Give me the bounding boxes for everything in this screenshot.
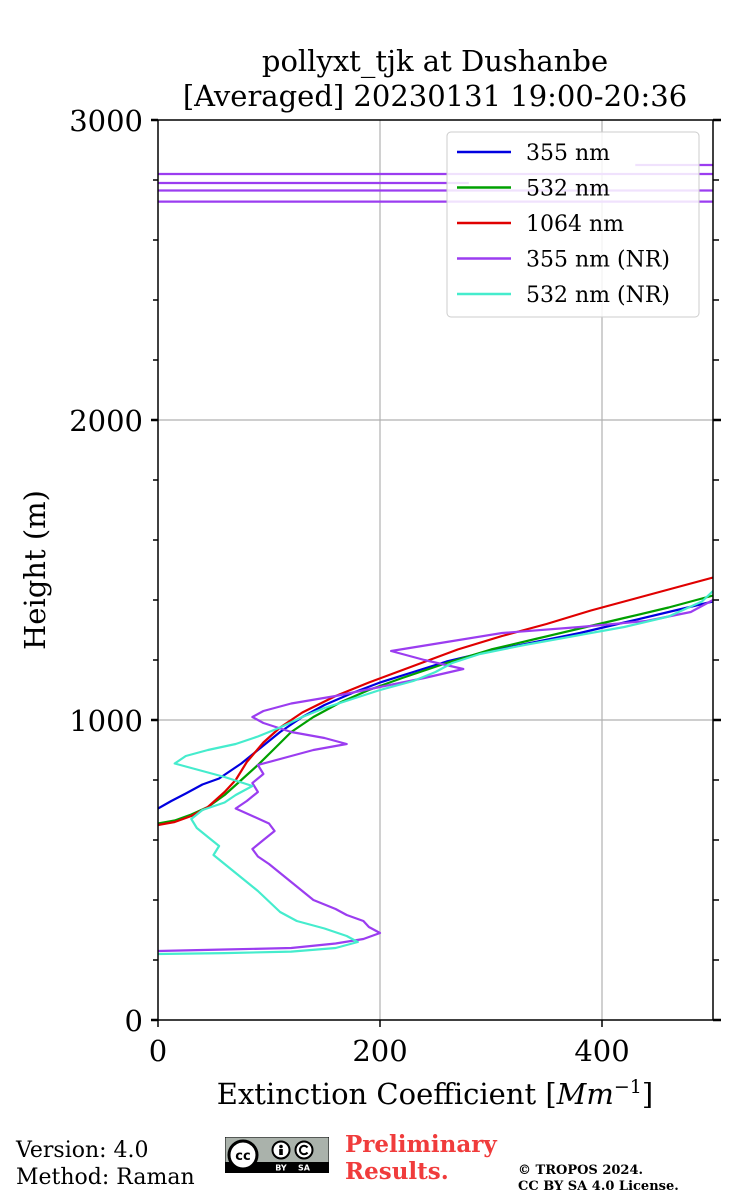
cc-icon-text: cc: [235, 1149, 250, 1164]
copyright-line2: CC BY SA 4.0 License.: [518, 1179, 679, 1194]
x-axis-label-suffix: ]: [642, 1077, 653, 1111]
ticks-layer: 0 200 400 0 1000 2000 3000: [69, 104, 721, 1068]
copyright-line1: © TROPOS 2024.: [518, 1163, 644, 1178]
chart-title-line1: pollyxt_tjk at Dushanbe: [262, 44, 608, 79]
legend-label: 355 nm (NR): [526, 248, 670, 273]
series-line-532-nm: [158, 594, 713, 825]
preliminary-label-line2: Results.: [345, 1158, 449, 1185]
series-line-355-nm-nr-: [158, 599, 713, 953]
y-axis-label: Height (m): [18, 490, 52, 650]
x-tick-label: 200: [352, 1034, 407, 1068]
series-line-355-nm: [158, 600, 713, 810]
x-tick-label: 400: [574, 1034, 629, 1068]
legend-label: 532 nm: [526, 177, 610, 202]
sa-share-arrow: [299, 1144, 309, 1156]
method-text: Method: Raman: [16, 1165, 195, 1190]
by-person-head: [279, 1144, 283, 1149]
legend-label: 532 nm (NR): [526, 283, 670, 308]
by-label: BY: [275, 1164, 287, 1173]
x-axis-label-prefix: Extinction Coefficient [: [217, 1077, 557, 1111]
sa-share-icon: [294, 1140, 314, 1160]
legend: 355 nm 532 nm 1064 nm 355 nm (NR) 532 nm (NR…: [446, 131, 700, 318]
cc-icon: [227, 1139, 259, 1171]
legend-box: [446, 131, 700, 318]
chart-title-line2: [Averaged] 20230131 19:00-20:36: [183, 79, 687, 113]
y-tick-label: 0: [125, 1004, 143, 1038]
extinction-chart: 0 200 400 0 1000 2000 3000 pollyxt_tjk at Dush…: [18, 44, 721, 1111]
x-axis-label-exp: −1: [614, 1076, 642, 1098]
legend-label: 1064 nm: [526, 212, 624, 237]
x-tick-label: 0: [149, 1034, 167, 1068]
series-line-532-nm-nr-: [158, 590, 713, 956]
legend-label: 355 nm: [526, 141, 610, 166]
cc-badge-bottom-strip: [225, 1162, 329, 1173]
preliminary-label-line1: Preliminary: [345, 1131, 497, 1158]
x-axis-label: Extinction Coefficient [Mm−1]: [217, 1076, 653, 1111]
series-line-1064-nm: [158, 576, 713, 827]
cc-license-badge[interactable]: cc BY SA: [225, 1137, 329, 1173]
y-tick-label: 2000: [69, 404, 143, 438]
sa-label: SA: [298, 1164, 311, 1173]
x-axis-label-unit: Mm: [556, 1077, 614, 1111]
y-tick-label: 1000: [69, 704, 143, 738]
plot-frame: [157, 119, 714, 1021]
by-person-body: [279, 1149, 283, 1155]
y-tick-label: 3000: [69, 104, 143, 138]
version-text: Version: 4.0: [16, 1138, 149, 1163]
